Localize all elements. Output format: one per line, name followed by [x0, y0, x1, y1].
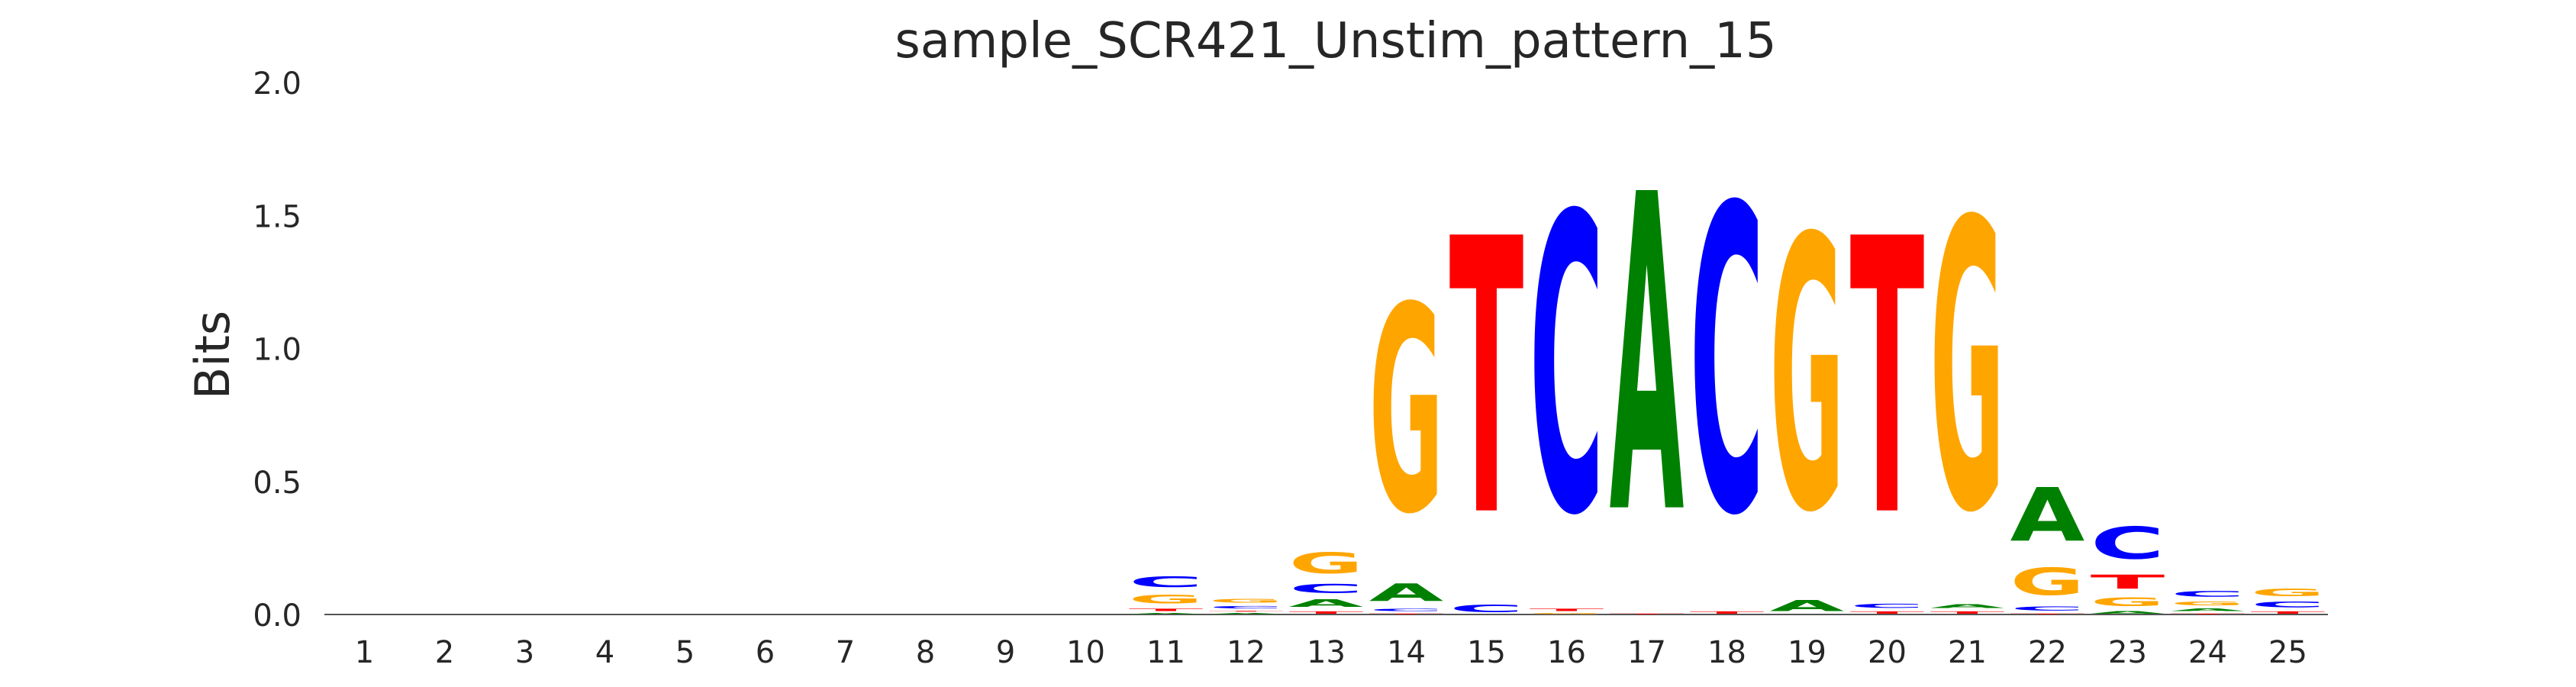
logo-letter-T: T	[2251, 611, 2326, 614]
logo-letter-T: T	[1930, 611, 2005, 614]
logo-letter-C: C	[1449, 603, 1524, 614]
x-tick-label: 1	[355, 635, 374, 670]
logo-letter-C: C	[1690, 121, 1765, 608]
logo-letter-T: T	[1129, 608, 1204, 612]
logo-letter-A: A	[1770, 598, 1845, 614]
y-ticks: 0.0 0.5 1.0 1.5 2.0	[253, 66, 301, 634]
y-tick-label: 0.5	[253, 466, 301, 501]
y-tick-label: 1.0	[253, 333, 301, 368]
x-tick-label: 14	[1387, 635, 1426, 670]
x-tick-label: 13	[1307, 635, 1346, 670]
logo-letter-A: A	[2171, 608, 2246, 612]
x-tick-label: 21	[1948, 635, 1987, 670]
x-tick-label: 4	[595, 635, 614, 670]
logo-letter-G: G	[1369, 247, 1444, 576]
x-tick-label: 6	[756, 635, 775, 670]
logo-letter-G: G	[2010, 561, 2085, 604]
logo-letter-T: T	[1850, 160, 1925, 600]
x-tick-label: 17	[1627, 635, 1666, 670]
logo-letter-A: A	[1369, 579, 1444, 606]
logo-letter-T: T	[1289, 611, 1364, 614]
logo-letter-G: G	[1209, 598, 1284, 604]
logo-letter-G: G	[2091, 595, 2165, 609]
logo-letter-C: C	[1289, 582, 1364, 596]
logo-letter-C: C	[1850, 603, 1925, 609]
logo-letter-G: G	[1930, 137, 2005, 599]
x-tick-label: 10	[1066, 635, 1105, 670]
logo-letter-A: A	[2091, 611, 2165, 614]
x-tick-label: 9	[996, 635, 1015, 670]
x-tick-label: 18	[1707, 635, 1746, 670]
y-tick-label: 1.5	[253, 199, 301, 234]
logo-letter-C: C	[2091, 518, 2165, 569]
logo-letter-C: C	[2251, 600, 2326, 609]
logo-letter-A: A	[1289, 598, 1364, 609]
x-ticks: 1 2 3 4 5 6 7 8 9 10 11 12 13 14 15 16 17 18 19 20 21 22 23 24 2…	[355, 635, 2307, 670]
x-tick-label: 19	[1788, 635, 1826, 670]
x-tick-label: 16	[1547, 635, 1586, 670]
logo-letter-T: T	[1690, 611, 1765, 614]
logo-letter-G: G	[1129, 592, 1204, 607]
logo-letter-C: C	[1530, 131, 1604, 605]
logo-letter-C: C	[2010, 605, 2085, 611]
chart-title: sample_SCR421_Unstim_pattern_15	[895, 13, 1776, 69]
logo-letter-C: C	[1369, 608, 1444, 612]
logo-letter-T: T	[1530, 608, 1604, 612]
logo-letter-T: T	[1449, 160, 1524, 600]
x-tick-label: 20	[1868, 635, 1907, 670]
logo-letter-A: A	[2010, 473, 2085, 559]
x-tick-label: 8	[916, 635, 935, 670]
x-tick-label: 5	[675, 635, 695, 670]
x-tick-label: 11	[1146, 635, 1185, 670]
x-tick-label: 24	[2188, 635, 2227, 670]
x-tick-label: 22	[2028, 635, 2067, 670]
x-tick-label: 3	[515, 635, 534, 670]
logo-letter-G: G	[2251, 587, 2326, 598]
x-tick-label: 2	[435, 635, 454, 670]
x-tick-label: 25	[2268, 635, 2307, 670]
logo-letter-C: C	[1209, 605, 1284, 609]
y-tick-label: 2.0	[253, 66, 301, 102]
logo-letter-C: C	[1129, 574, 1204, 591]
logo-letter-C: C	[2171, 589, 2246, 598]
x-tick-label: 23	[2108, 635, 2147, 670]
logo-letter-G: G	[1770, 160, 1845, 595]
x-tick-label: 15	[1467, 635, 1506, 670]
logo-letter-T: T	[2091, 571, 2165, 593]
y-tick-label: 0.0	[253, 598, 301, 634]
logo-letter-G: G	[1289, 547, 1364, 579]
logo-letter-T: T	[1850, 611, 1925, 614]
logo-letter-A: A	[1610, 105, 1685, 611]
x-tick-label: 12	[1227, 635, 1265, 670]
y-axis-label: Bits	[185, 311, 240, 399]
x-tick-label: 7	[836, 635, 855, 670]
logo-letter-A: A	[1930, 603, 2005, 609]
logo-letter-G: G	[2171, 600, 2246, 606]
